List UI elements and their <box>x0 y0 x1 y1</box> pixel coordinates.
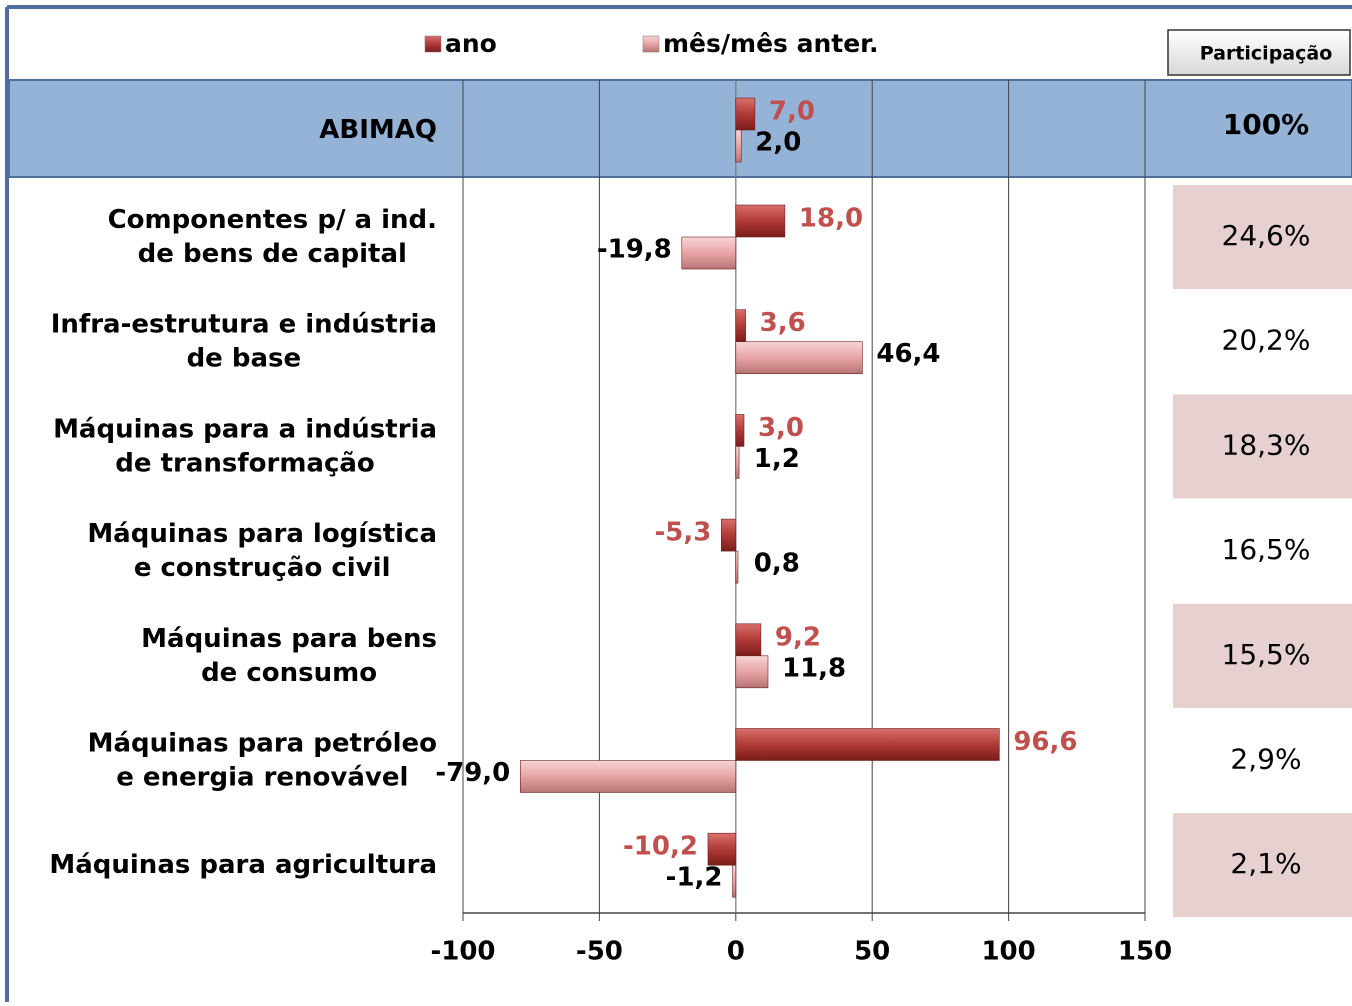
data-label: 3,0 <box>758 413 804 443</box>
participation-header: Participação <box>1200 43 1333 65</box>
x-tick-label: 150 <box>1118 937 1172 967</box>
abimaq-band <box>8 79 1352 178</box>
category-line: ABIMAQ <box>319 115 437 145</box>
category-line: de consumo <box>201 657 377 687</box>
participation-value: 24,6% <box>1222 219 1311 252</box>
participation-value: 18,3% <box>1222 428 1311 461</box>
category-label: Máquinas para a indústria de transformaçã… <box>53 414 437 478</box>
bar <box>735 97 756 131</box>
x-tick-label: 50 <box>854 937 890 967</box>
data-label: 7,0 <box>769 97 815 127</box>
bar <box>735 446 740 479</box>
participation-value: 2,1% <box>1230 847 1301 880</box>
data-label: 3,6 <box>760 308 806 338</box>
category-label: Máquinas para bens de consumo <box>141 623 437 687</box>
data-label: -5,3 <box>654 518 711 548</box>
legend-swatch <box>642 35 660 53</box>
data-label: 1,2 <box>754 444 800 474</box>
data-label: -79,0 <box>435 758 510 788</box>
participation-value: 15,5% <box>1222 638 1311 671</box>
bar <box>721 518 737 552</box>
category-line: Componentes p/ a ind. <box>108 205 437 235</box>
category-line: de transformação <box>115 448 375 478</box>
legend-swatch <box>424 35 442 53</box>
category-label: Máquinas para logística e construção civi… <box>87 519 437 583</box>
bar <box>735 655 769 689</box>
participation-value: 20,2% <box>1222 324 1311 357</box>
data-label: 11,8 <box>782 653 846 683</box>
bar <box>735 414 745 447</box>
data-label: 9,2 <box>775 622 821 652</box>
category-line: Máquinas para logística <box>87 519 437 549</box>
category-line: e energia renovável <box>116 762 408 792</box>
category-label: Máquinas para agricultura <box>49 850 437 880</box>
category-line: Infra-estrutura e indústria <box>51 309 437 339</box>
category-label: ABIMAQ <box>319 115 437 145</box>
participation-cell <box>1173 603 1352 708</box>
x-tick-label: -100 <box>430 937 495 967</box>
participation-value: 100% <box>1223 108 1310 141</box>
x-tick-label: 0 <box>727 937 745 967</box>
category-line: Máquinas para bens <box>141 623 437 653</box>
category-label: Infra-estrutura e indústria de base <box>51 309 437 373</box>
legend-label: mês/mês anter. <box>663 29 878 58</box>
legend-label: ano <box>445 29 497 58</box>
bar <box>735 309 746 343</box>
participation-cell <box>1173 813 1352 918</box>
participation-cell <box>1173 185 1352 289</box>
category-label: Máquinas para petróleo e energia renováve… <box>88 728 437 792</box>
category-line: de base <box>187 343 302 373</box>
bar <box>681 236 737 270</box>
data-label: -1,2 <box>666 863 723 893</box>
data-label: -10,2 <box>623 832 698 862</box>
bar <box>735 204 786 238</box>
data-label: 96,6 <box>1013 727 1077 757</box>
x-tick-label: -50 <box>576 937 623 967</box>
category-label: Componentes p/ a ind. de bens de capital <box>108 205 437 269</box>
bar <box>519 760 737 793</box>
bar <box>732 864 737 898</box>
bar <box>735 550 739 584</box>
participation-header-box <box>1167 29 1351 76</box>
x-tick-label: 100 <box>981 937 1035 967</box>
data-label: 18,0 <box>799 204 863 234</box>
bar <box>735 623 762 657</box>
category-line: Máquinas para a indústria <box>53 414 437 444</box>
data-label: -19,8 <box>597 235 672 265</box>
category-line: Máquinas para petróleo <box>88 728 437 758</box>
bar <box>735 129 742 163</box>
participation-value: 2,9% <box>1230 743 1301 776</box>
data-label: 2,0 <box>755 128 801 158</box>
participation-cell <box>1173 394 1352 499</box>
data-label: 0,8 <box>754 549 800 579</box>
category-line: Máquinas para agricultura <box>49 850 437 880</box>
category-line: de bens de capital <box>138 239 407 269</box>
data-label: 46,4 <box>876 339 940 369</box>
category-line: e construção civil <box>134 553 391 583</box>
participation-value: 16,5% <box>1222 533 1311 566</box>
bar <box>707 832 737 866</box>
bar <box>735 341 863 375</box>
bar <box>735 728 1000 761</box>
